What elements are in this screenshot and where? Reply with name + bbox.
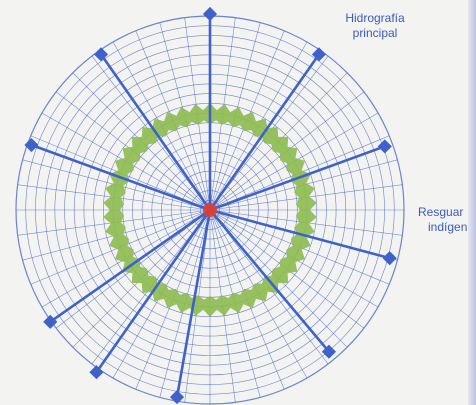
spoke-line	[49, 208, 211, 323]
spoke-end-diamond	[89, 365, 104, 380]
label-resguardo: Resguar indígen	[418, 205, 476, 235]
center-node	[203, 203, 217, 217]
spoke-end-diamond	[382, 251, 397, 266]
center-dot	[203, 203, 217, 217]
label-hidrografia: Hidrografía principal	[330, 11, 420, 41]
spoke-line	[95, 209, 212, 373]
spoke-end-diamond	[377, 139, 392, 154]
spoke-line	[208, 53, 321, 211]
spoke-end-diamond	[311, 47, 327, 62]
label-resguardo-line2: indígen	[428, 220, 468, 234]
label-hidrografia-line2: principal	[352, 26, 398, 40]
label-hidrografia-line1: Hidrografía	[345, 11, 405, 25]
page-edge	[468, 0, 476, 405]
spoke-end-diamond	[202, 6, 218, 22]
spoke-end-diamond	[169, 390, 185, 405]
radial-spokes	[24, 6, 397, 405]
spoke-line	[209, 145, 386, 212]
spoke-line	[31, 143, 211, 212]
spoke-line	[209, 208, 390, 260]
spoke-end-diamond	[43, 314, 58, 329]
spoke-end-diamond	[24, 137, 39, 153]
label-resguardo-line1: Resguar	[418, 205, 464, 219]
spoke-line	[209, 209, 330, 353]
spoke-end-diamond	[321, 344, 336, 359]
spoke-line	[99, 53, 212, 211]
spoke-line	[175, 209, 212, 398]
